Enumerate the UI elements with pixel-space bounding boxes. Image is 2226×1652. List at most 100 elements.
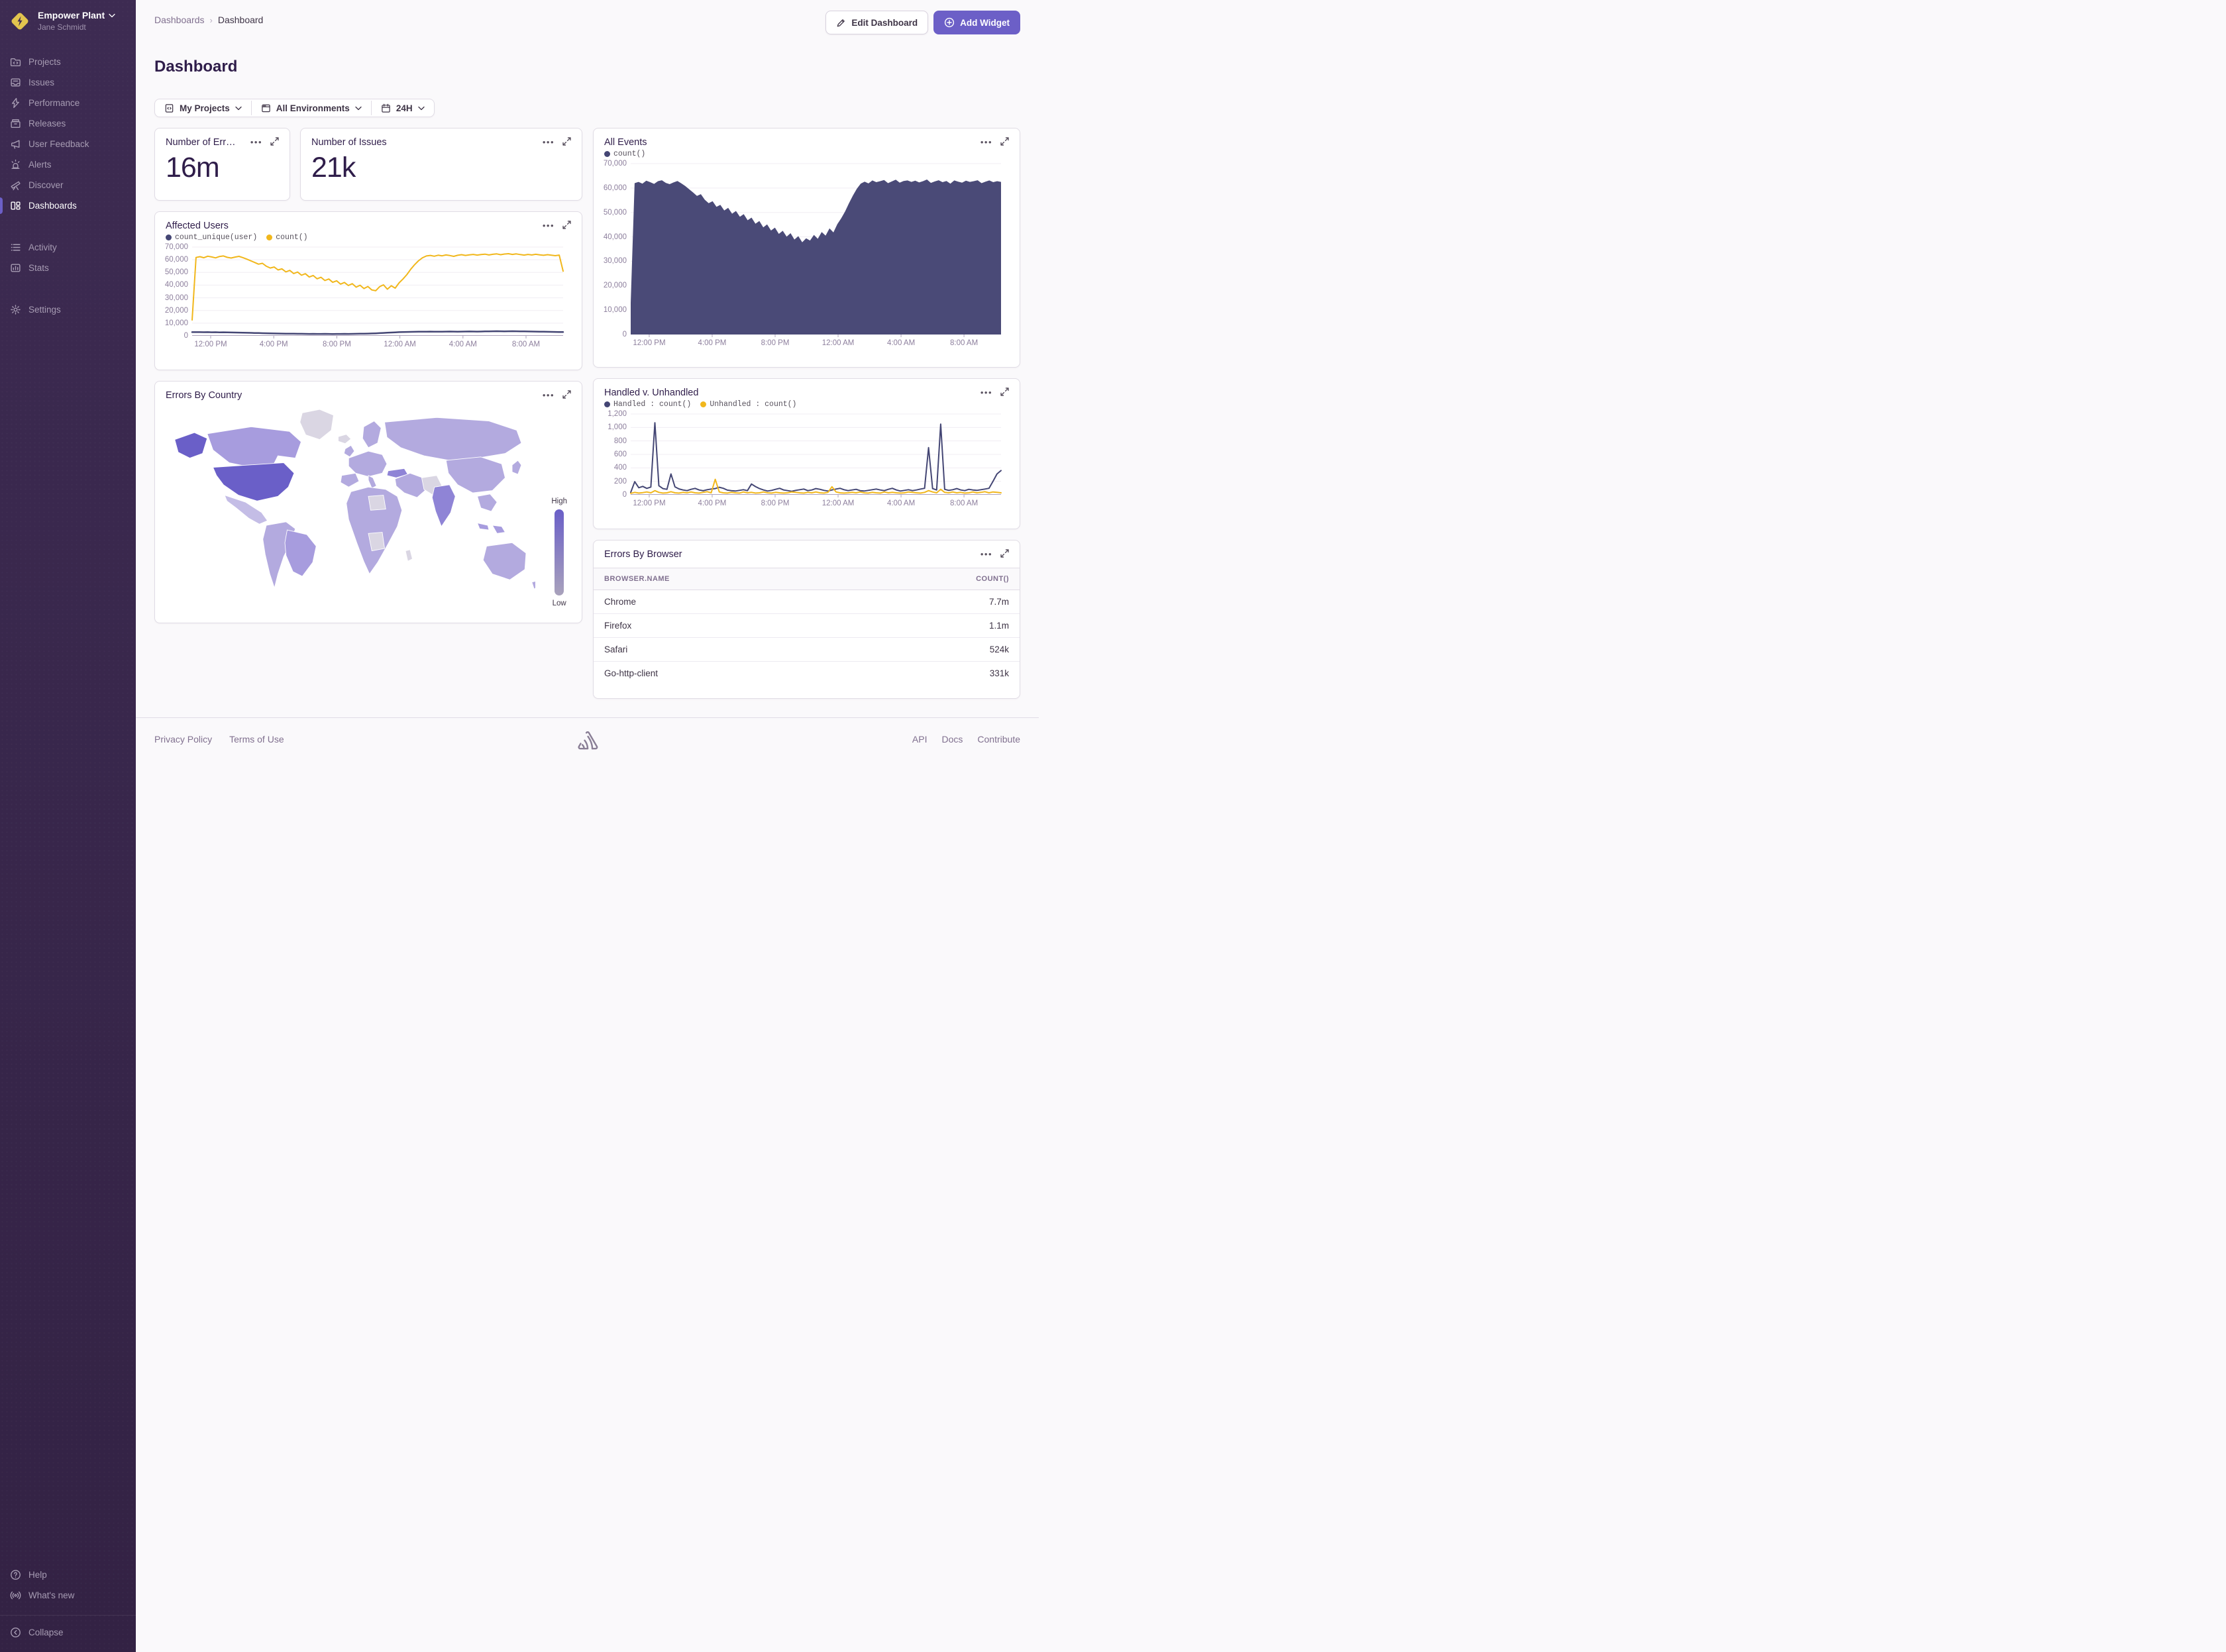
chevron-down-icon xyxy=(355,106,362,111)
widget-menu-button[interactable]: ••• xyxy=(543,138,555,146)
table-row: Chrome7.7m xyxy=(594,590,1020,613)
sidebar-item-settings[interactable]: Settings xyxy=(0,299,136,320)
y-axis: 70,00060,00050,00040,00030,00020,00010,0… xyxy=(162,247,192,336)
legend-item[interactable]: count() xyxy=(604,150,645,158)
expand-icon[interactable] xyxy=(562,390,571,399)
widget-title: Errors By Country xyxy=(166,390,543,401)
y-axis: 70,00060,00050,00040,00030,00020,00010,0… xyxy=(600,164,631,335)
org-switcher[interactable]: Empower Plant Jane Schmidt xyxy=(0,0,136,42)
window-icon xyxy=(261,103,271,113)
handled-unhandled-chart[interactable] xyxy=(631,414,1001,495)
map-region xyxy=(512,460,521,474)
sidebar-item-label: Alerts xyxy=(28,159,52,170)
sidebar-item-activity[interactable]: Activity xyxy=(0,237,136,258)
org-user: Jane Schmidt xyxy=(38,23,115,32)
user-feedback-icon xyxy=(10,138,21,150)
map-region xyxy=(339,435,351,444)
all-events-chart[interactable] xyxy=(631,164,1001,335)
legend-dot-icon xyxy=(266,234,272,240)
browser-name: Go-http-client xyxy=(604,668,658,678)
legend-item[interactable]: count() xyxy=(266,233,307,242)
widget-menu-button[interactable]: ••• xyxy=(980,388,992,396)
legend-item[interactable]: count_unique(user) xyxy=(166,233,257,242)
widget-menu-button[interactable]: ••• xyxy=(980,550,992,558)
legend-item[interactable]: Unhandled : count() xyxy=(700,400,796,409)
widget-menu-button[interactable]: ••• xyxy=(250,138,262,146)
releases-icon xyxy=(10,118,21,129)
sidebar-item-alerts[interactable]: Alerts xyxy=(0,154,136,175)
browser-name: Firefox xyxy=(604,621,631,631)
sidebar-item-label: Dashboards xyxy=(28,200,77,211)
expand-icon[interactable] xyxy=(562,137,571,146)
x-axis: 12:00 PM4:00 PM8:00 PM12:00 AM4:00 AM8:0… xyxy=(631,339,1001,352)
edit-dashboard-button[interactable]: Edit Dashboard xyxy=(825,11,928,34)
sidebar-item-help[interactable]: Help xyxy=(0,1565,136,1585)
main-content: Dashboards › Dashboard Edit Dashboard Ad… xyxy=(136,0,1039,771)
widget-menu-button[interactable]: ••• xyxy=(543,221,555,229)
sidebar-item-label: Help xyxy=(28,1569,47,1580)
chevron-down-icon xyxy=(235,106,242,111)
expand-icon[interactable] xyxy=(1000,137,1009,146)
table-row: Safari524k xyxy=(594,637,1020,661)
world-map[interactable] xyxy=(164,405,535,605)
calendar-icon xyxy=(381,103,391,113)
widget-title: Number of Issues xyxy=(311,137,543,148)
breadcrumb: Dashboards › Dashboard xyxy=(154,11,263,25)
page-title: Dashboard xyxy=(154,57,1020,76)
sidebar-item-what-s-new[interactable]: What's new xyxy=(0,1585,136,1606)
map-region xyxy=(341,473,359,487)
map-region xyxy=(446,457,505,493)
map-region xyxy=(285,530,316,576)
time-range-filter[interactable]: 24H xyxy=(372,99,434,117)
widget-number-of-errors: Number of Err… ••• 16m xyxy=(154,128,290,201)
sidebar-item-issues[interactable]: Issues xyxy=(0,72,136,93)
widget-menu-button[interactable]: ••• xyxy=(543,391,555,399)
widget-title: Affected Users xyxy=(166,221,543,231)
sidebar-item-projects[interactable]: Projects xyxy=(0,52,136,72)
sidebar-item-discover[interactable]: Discover xyxy=(0,175,136,195)
sidebar-item-performance[interactable]: Performance xyxy=(0,93,136,113)
map-region xyxy=(344,445,354,457)
map-region xyxy=(207,427,301,467)
footer-link-contribute[interactable]: Contribute xyxy=(977,734,1020,745)
environments-filter[interactable]: All Environments xyxy=(252,99,371,117)
plus-circle-icon xyxy=(944,17,955,28)
map-region xyxy=(532,581,535,589)
breadcrumb-dashboards[interactable]: Dashboards xyxy=(154,15,205,25)
affected-users-chart[interactable] xyxy=(192,247,563,336)
footer-link-api[interactable]: API xyxy=(912,734,928,745)
projects-filter[interactable]: My Projects xyxy=(155,99,251,117)
sidebar-item-user-feedback[interactable]: User Feedback xyxy=(0,134,136,154)
org-name: Empower Plant xyxy=(38,10,105,21)
sidebar-item-releases[interactable]: Releases xyxy=(0,113,136,134)
column-browser-name: BROWSER.NAME xyxy=(604,575,670,583)
legend-dot-icon xyxy=(700,401,706,407)
sidebar-item-label: Projects xyxy=(28,56,61,68)
sidebar-item-dashboards[interactable]: Dashboards xyxy=(0,195,136,216)
widget-title: All Events xyxy=(604,137,980,148)
sidebar-item-label: What's new xyxy=(28,1590,74,1601)
expand-icon[interactable] xyxy=(270,137,279,146)
map-gradient-bar xyxy=(555,509,564,595)
widget-menu-button[interactable]: ••• xyxy=(980,138,992,146)
help-icon xyxy=(10,1569,21,1580)
sidebar-item-collapse[interactable]: Collapse xyxy=(0,1622,136,1643)
sidebar-item-stats[interactable]: Stats xyxy=(0,258,136,278)
table-row: Firefox1.1m xyxy=(594,613,1020,637)
map-region xyxy=(368,476,376,488)
sidebar-item-label: Activity xyxy=(28,242,57,253)
widget-errors-by-country: Errors By Country ••• xyxy=(154,381,582,623)
expand-icon[interactable] xyxy=(1000,387,1009,396)
chevron-down-icon xyxy=(109,13,115,18)
footer-link-terms-of-use[interactable]: Terms of Use xyxy=(229,734,284,745)
widget-title: Handled v. Unhandled xyxy=(604,387,980,398)
widget-all-events: All Events ••• count() 70,00060,00050,00… xyxy=(593,128,1020,368)
browser-count: 7.7m xyxy=(989,597,1009,607)
expand-icon[interactable] xyxy=(1000,549,1009,558)
expand-icon[interactable] xyxy=(562,221,571,229)
legend-item[interactable]: Handled : count() xyxy=(604,400,691,409)
footer-link-privacy-policy[interactable]: Privacy Policy xyxy=(154,734,212,745)
y-axis: 1,2001,0008006004002000 xyxy=(600,414,631,495)
add-widget-button[interactable]: Add Widget xyxy=(933,11,1020,34)
footer-link-docs[interactable]: Docs xyxy=(942,734,963,745)
